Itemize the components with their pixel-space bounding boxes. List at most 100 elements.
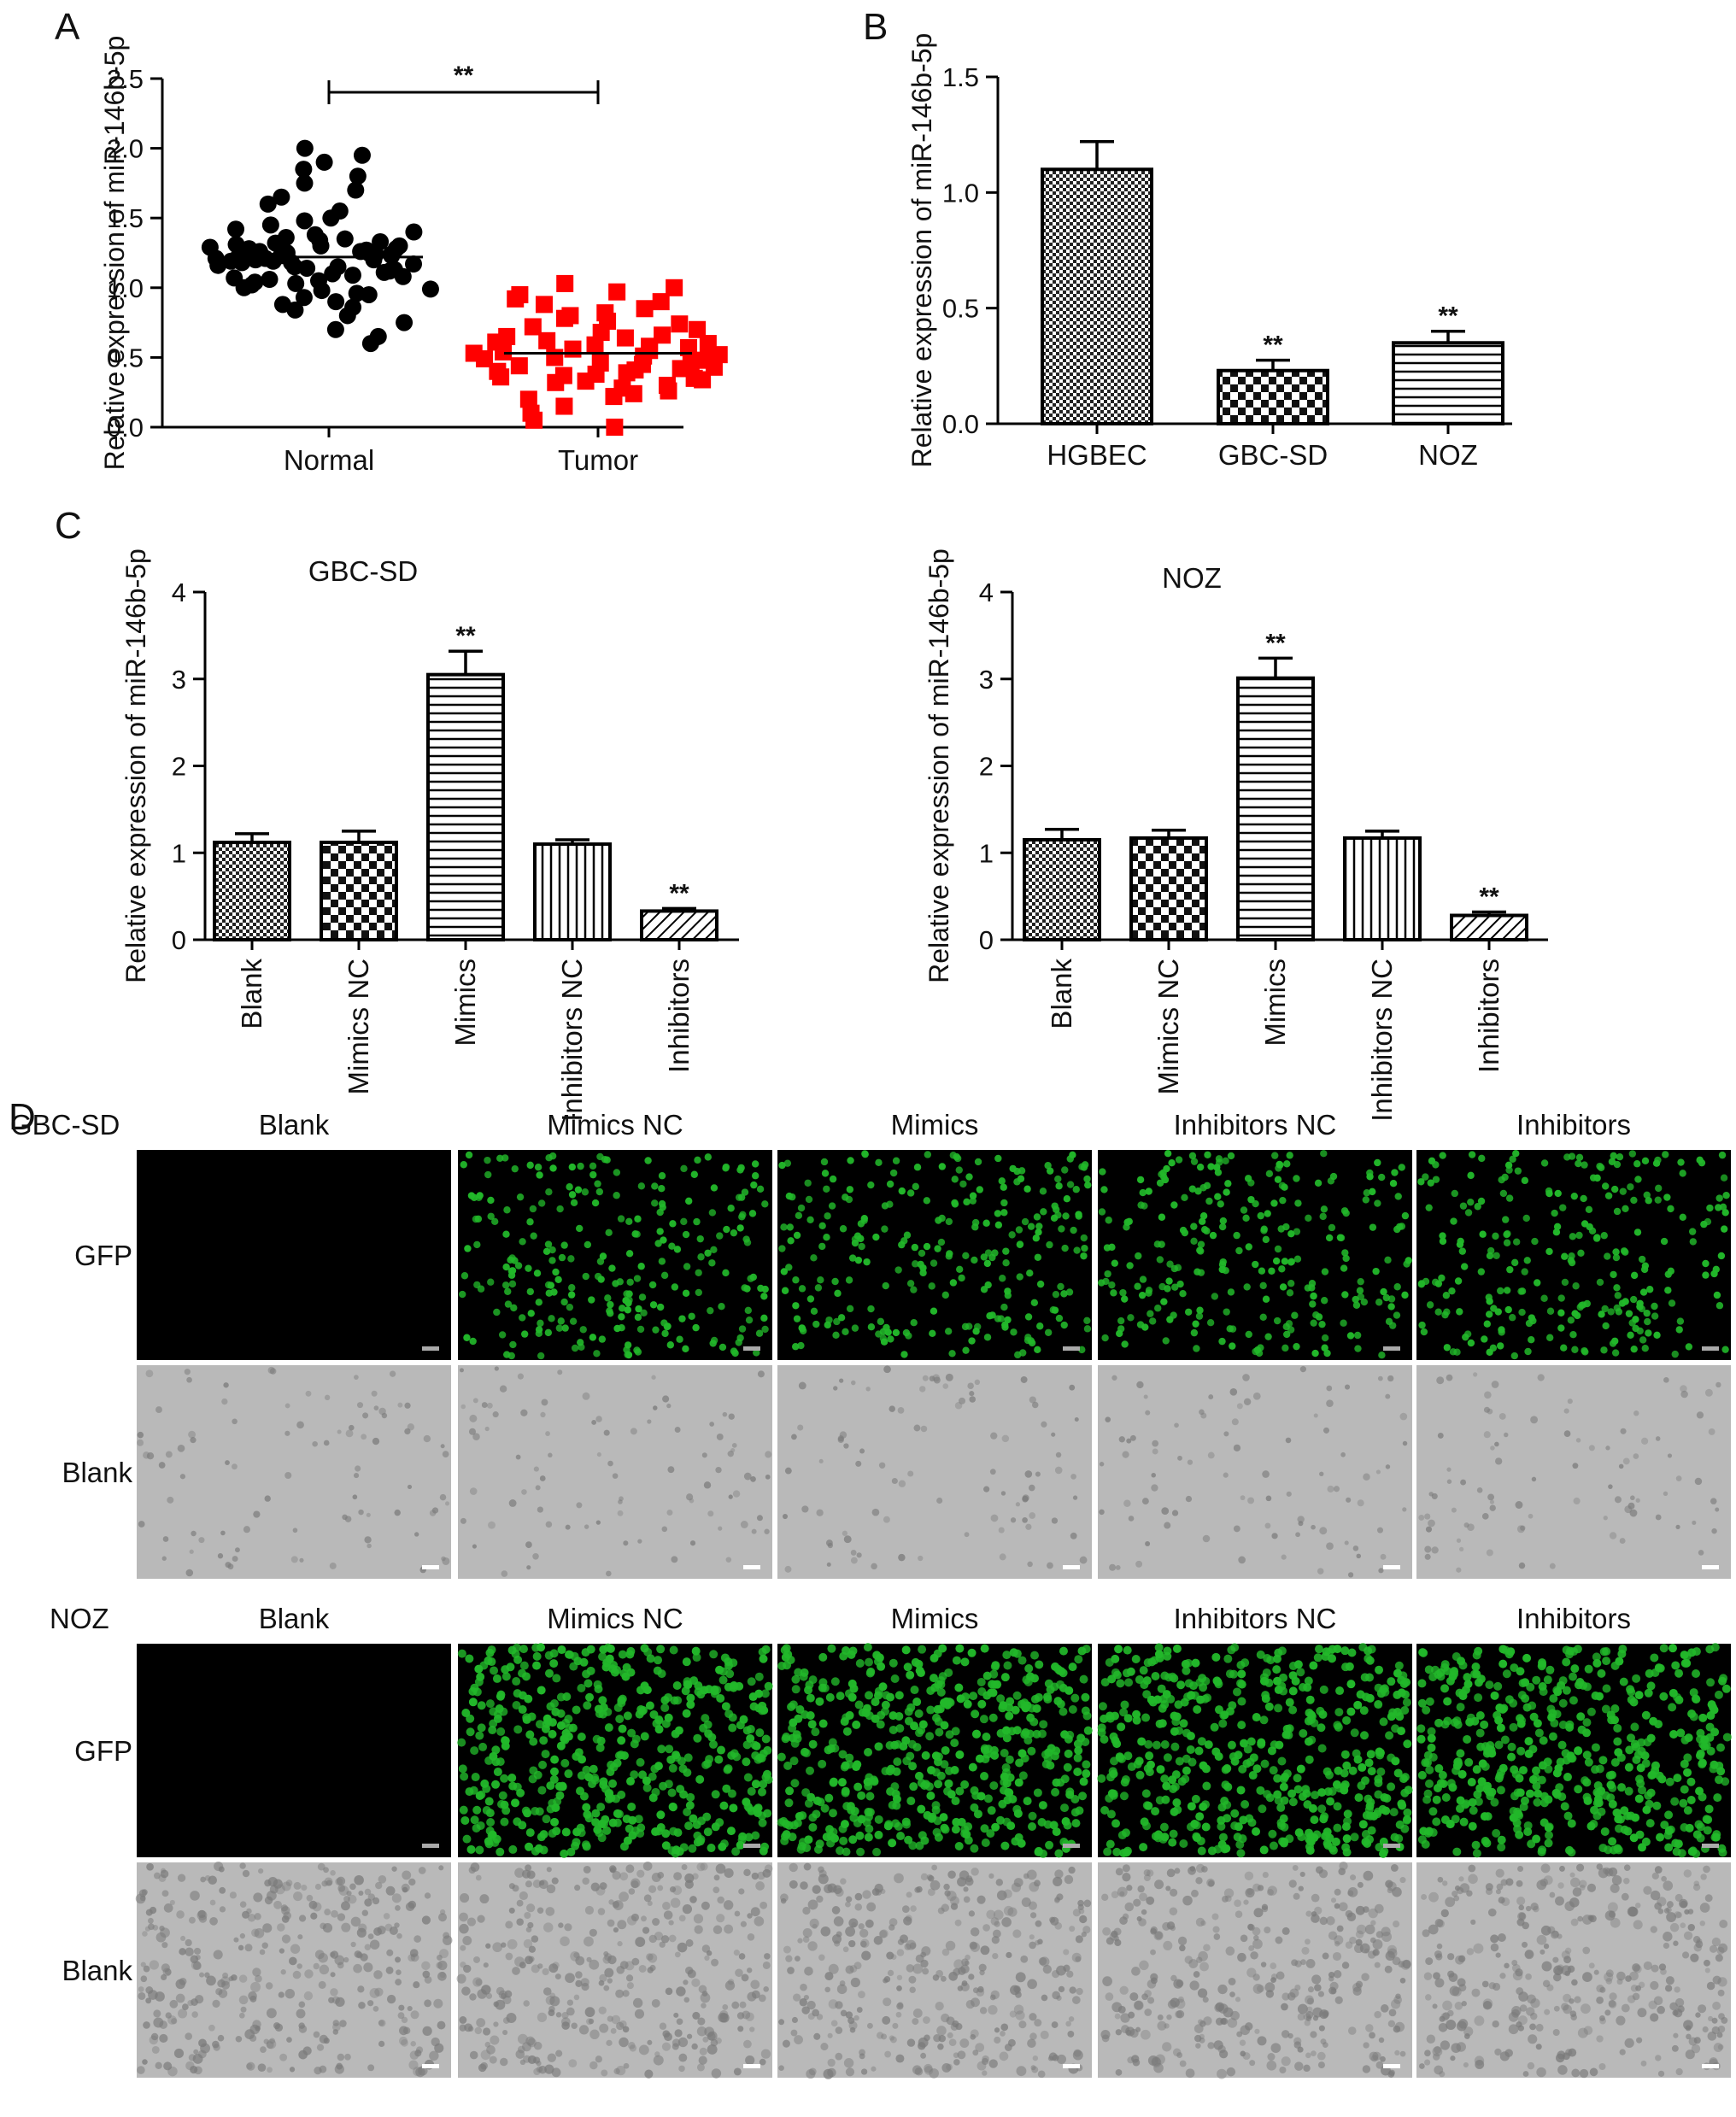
gfp-cell bbox=[591, 1809, 601, 1818]
gfp-cell bbox=[890, 1740, 900, 1750]
brightfield-cell bbox=[876, 2032, 884, 2039]
gfp-cell bbox=[755, 1329, 764, 1337]
gfp-cell bbox=[1474, 1693, 1483, 1703]
gfp-cell bbox=[1255, 1349, 1264, 1358]
gfp-cell bbox=[1004, 1292, 1012, 1299]
gfp-cell bbox=[1575, 1231, 1583, 1240]
gfp-cell bbox=[673, 1828, 683, 1838]
brightfield-cell bbox=[820, 2043, 829, 2051]
gfp-cell bbox=[1218, 1337, 1226, 1346]
gfp-cell bbox=[1334, 1708, 1344, 1717]
gfp-cell bbox=[1663, 1193, 1671, 1201]
gfp-cell bbox=[1716, 1743, 1726, 1752]
brightfield-cell bbox=[407, 1423, 415, 1431]
brightfield-cell bbox=[1694, 1477, 1703, 1486]
gfp-cell bbox=[1119, 1792, 1129, 1801]
gfp-cell bbox=[1633, 1160, 1641, 1168]
gfp-cell bbox=[1105, 1217, 1112, 1224]
brightfield-cell bbox=[895, 2054, 905, 2063]
brightfield-cell bbox=[1575, 1438, 1581, 1443]
gfp-cell bbox=[812, 1320, 820, 1328]
bar bbox=[1236, 676, 1315, 941]
gfp-cell bbox=[556, 1205, 564, 1213]
brightfield-cell bbox=[800, 1881, 808, 1890]
gfp-cell bbox=[1132, 1715, 1141, 1725]
gfp-cell bbox=[1227, 1288, 1235, 1296]
gfp-cell bbox=[1070, 1795, 1080, 1804]
brightfield-cell bbox=[280, 1969, 286, 1975]
gfp-cell bbox=[1340, 1646, 1350, 1656]
gfp-cell bbox=[1584, 1664, 1593, 1674]
brightfield-cell bbox=[647, 1953, 658, 1963]
gfp-cell bbox=[917, 1804, 926, 1814]
brightfield-cell bbox=[653, 2055, 664, 2066]
gfp-cell bbox=[882, 1281, 889, 1290]
gfp-cell bbox=[1141, 1713, 1151, 1722]
brightfield-cell bbox=[853, 1962, 862, 1970]
brightfield-cell bbox=[630, 1428, 637, 1435]
gfp-cell bbox=[1265, 1793, 1275, 1803]
brightfield-cell bbox=[507, 1938, 518, 1950]
brightfield-cell bbox=[611, 2014, 621, 2025]
brightfield-cell bbox=[209, 1916, 218, 1926]
gfp-cell bbox=[677, 1756, 686, 1766]
gfp-cell bbox=[1328, 1845, 1338, 1855]
brightfield-cell bbox=[303, 1991, 314, 2001]
gfp-cell bbox=[552, 1268, 560, 1276]
gfp-cell bbox=[1659, 1644, 1669, 1653]
gfp-cell bbox=[1142, 1821, 1152, 1831]
brightfield-cell bbox=[367, 2000, 374, 2007]
brightfield-cell bbox=[1136, 1381, 1144, 1389]
gfp-cell bbox=[761, 1734, 771, 1744]
brightfield-cell bbox=[138, 1991, 146, 2000]
gfp-cell bbox=[1600, 1346, 1608, 1354]
gfp-cell bbox=[1673, 1774, 1682, 1783]
brightfield-cell bbox=[1483, 1406, 1490, 1413]
gfp-cell bbox=[1443, 1667, 1452, 1676]
brightfield-cell bbox=[1399, 1412, 1408, 1421]
gfp-cell bbox=[707, 1844, 716, 1853]
gfp-cell bbox=[1197, 1247, 1205, 1255]
gfp-cell bbox=[1032, 1729, 1041, 1739]
gfp-cell bbox=[502, 1263, 510, 1271]
brightfield-cell bbox=[802, 1927, 812, 1938]
brightfield-cell bbox=[437, 1954, 443, 1961]
gfp-cell bbox=[633, 1230, 641, 1238]
brightfield-cell bbox=[715, 1863, 726, 1874]
brightfield-cell bbox=[159, 2033, 168, 2044]
gfp-cell bbox=[1451, 1815, 1460, 1824]
gfp-cell bbox=[974, 1158, 982, 1166]
gfp-cell bbox=[1461, 1685, 1470, 1694]
brightfield-cell bbox=[920, 2052, 927, 2059]
brightfield-cell bbox=[1494, 1441, 1499, 1447]
brightfield-cell bbox=[424, 1999, 432, 2008]
gfp-cell bbox=[720, 1653, 730, 1663]
gfp-cell bbox=[1032, 1704, 1041, 1713]
gfp-cell bbox=[914, 1659, 924, 1668]
brightfield-cell bbox=[143, 1451, 150, 1459]
brightfield-cell bbox=[1040, 2030, 1049, 2039]
gfp-cell bbox=[1630, 1196, 1638, 1205]
gfp-cell bbox=[1395, 1712, 1405, 1721]
gfp-cell bbox=[1121, 1295, 1129, 1303]
gfp-cell bbox=[1507, 1752, 1516, 1762]
gfp-cell bbox=[1064, 1749, 1073, 1758]
brightfield-cell bbox=[599, 1882, 607, 1890]
gfp-cell bbox=[1293, 1342, 1300, 1351]
gfp-cell bbox=[741, 1284, 748, 1292]
brightfield-cell bbox=[1000, 1491, 1006, 1496]
brightfield-cell bbox=[274, 2023, 284, 2032]
gfp-cell bbox=[913, 1164, 922, 1171]
gfp-cell bbox=[1540, 1818, 1549, 1827]
brightfield-cell bbox=[737, 2026, 744, 2032]
gfp-cell bbox=[1052, 1778, 1061, 1787]
gfp-cell bbox=[1100, 1734, 1109, 1744]
gfp-cell bbox=[1561, 1749, 1570, 1758]
gfp-cell bbox=[1187, 1802, 1196, 1811]
brightfield-cell bbox=[598, 2006, 607, 2014]
gfp-cell bbox=[1257, 1738, 1266, 1747]
gfp-cell bbox=[1288, 1797, 1298, 1807]
gfp-cell bbox=[793, 1315, 801, 1322]
gfp-cell bbox=[924, 1782, 934, 1792]
gfp-cell bbox=[1350, 1728, 1359, 1738]
